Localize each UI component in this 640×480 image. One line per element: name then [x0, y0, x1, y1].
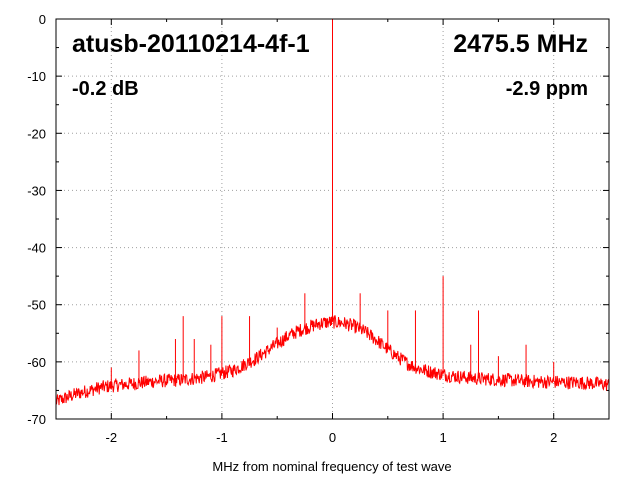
y-axis: 0 -10 -20 -30 -40 -50 -60 -70	[27, 12, 609, 427]
level-annotation: -0.2 dB	[72, 78, 139, 100]
x-tick-label: -2	[106, 430, 118, 445]
y-tick-label: -10	[27, 69, 46, 84]
x-axis-title: MHz from nominal frequency of test wave	[212, 459, 451, 474]
y-tick-label: 0	[39, 12, 46, 27]
y-tick-label: -20	[27, 126, 46, 141]
y-tick-label: -30	[27, 183, 46, 198]
y-tick-label: -40	[27, 241, 46, 256]
device-annotation: atusb-20110214-4f-1	[72, 30, 310, 58]
y-tick-label: -50	[27, 298, 46, 313]
x-tick-label: 1	[439, 430, 446, 445]
x-tick-label: 2	[550, 430, 557, 445]
offset-annotation: -2.9 ppm	[506, 78, 588, 100]
x-tick-label: -1	[216, 430, 228, 445]
y-tick-label: -70	[27, 412, 46, 427]
y-tick-label: -60	[27, 355, 46, 370]
plot-frame	[55, 18, 610, 420]
plot-area	[55, 19, 610, 406]
x-tick-label: 0	[329, 430, 336, 445]
frequency-annotation: 2475.5 MHz	[453, 30, 588, 58]
